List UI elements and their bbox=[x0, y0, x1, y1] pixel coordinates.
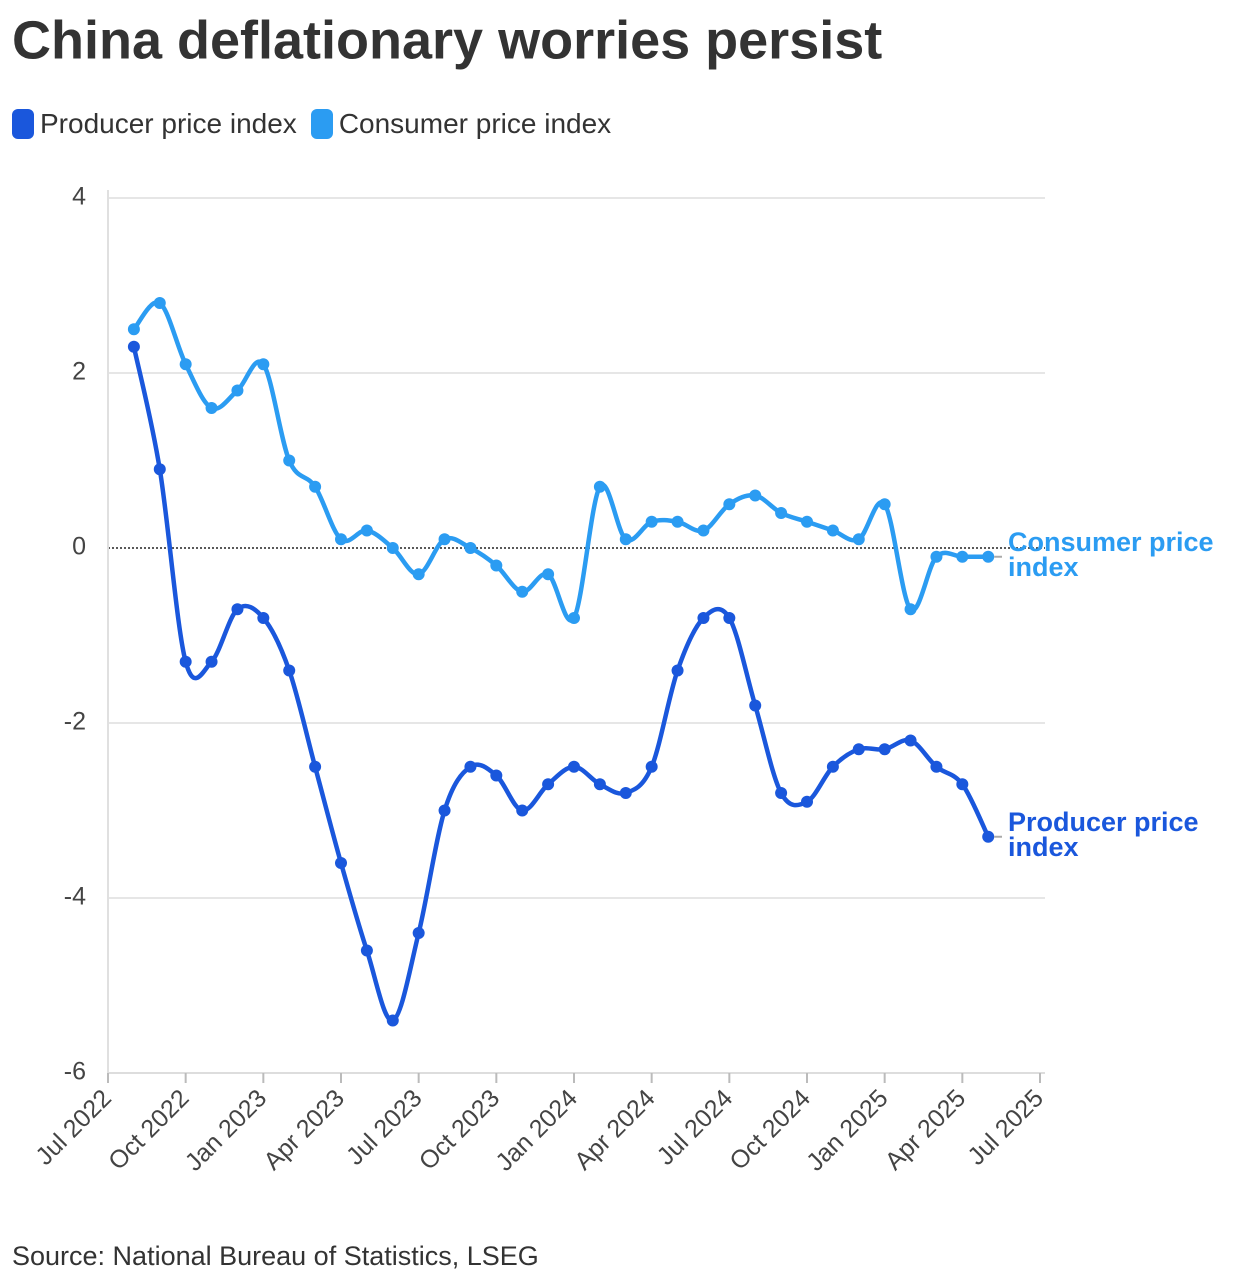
y-tick-label: 0 bbox=[72, 533, 86, 561]
data-point bbox=[826, 760, 839, 773]
data-point bbox=[697, 524, 710, 537]
data-point bbox=[412, 568, 425, 581]
data-point bbox=[801, 515, 813, 528]
data-point bbox=[257, 358, 270, 371]
data-point bbox=[982, 550, 995, 563]
data-point bbox=[878, 498, 891, 511]
data-point bbox=[568, 760, 580, 773]
data-point bbox=[386, 1014, 399, 1027]
data-point bbox=[231, 603, 244, 616]
series-line bbox=[131, 346, 991, 1023]
data-point bbox=[852, 533, 865, 546]
data-point bbox=[127, 340, 140, 353]
data-point bbox=[360, 944, 373, 957]
data-point bbox=[438, 804, 451, 817]
data-point bbox=[542, 778, 555, 791]
data-point bbox=[801, 795, 813, 808]
data-point bbox=[153, 297, 166, 309]
data-point bbox=[904, 603, 917, 616]
series-line bbox=[132, 300, 989, 623]
data-point bbox=[619, 533, 632, 546]
data-point bbox=[179, 358, 192, 371]
data-point bbox=[516, 585, 529, 598]
data-point bbox=[930, 760, 943, 773]
data-point bbox=[438, 533, 451, 546]
data-point bbox=[542, 568, 555, 581]
y-tick-label: 2 bbox=[72, 358, 86, 386]
x-tick-label: Oct 2024 bbox=[724, 1084, 816, 1176]
data-point bbox=[619, 787, 632, 799]
end-label: Consumer price index bbox=[1008, 526, 1214, 582]
data-point bbox=[283, 664, 296, 677]
data-point bbox=[490, 559, 503, 572]
data-point bbox=[335, 857, 347, 869]
end-label: Producer price index bbox=[1008, 806, 1199, 862]
data-point bbox=[852, 743, 865, 756]
legend-swatch bbox=[310, 109, 333, 139]
data-point bbox=[257, 612, 270, 624]
data-point bbox=[568, 612, 580, 624]
y-tick-label: -2 bbox=[64, 708, 86, 736]
data-point bbox=[309, 760, 322, 773]
legend: Producer price index Consumer price index bbox=[12, 108, 611, 140]
x-tick-label: Oct 2022 bbox=[103, 1084, 195, 1176]
data-point bbox=[671, 515, 684, 528]
data-point bbox=[516, 804, 529, 817]
data-point bbox=[775, 787, 788, 799]
data-point bbox=[179, 655, 192, 668]
data-point bbox=[723, 498, 736, 511]
data-point bbox=[645, 760, 658, 773]
data-point bbox=[826, 524, 839, 537]
x-tick-label: Apr 2024 bbox=[569, 1084, 661, 1176]
x-tick-label: Apr 2025 bbox=[880, 1084, 972, 1176]
data-point bbox=[878, 743, 891, 756]
data-point bbox=[723, 612, 736, 624]
data-point bbox=[490, 769, 503, 782]
data-point bbox=[697, 612, 710, 624]
legend-label: Consumer price index bbox=[338, 108, 612, 139]
data-point bbox=[904, 734, 917, 747]
data-point bbox=[749, 489, 762, 502]
legend-item: Producer price index bbox=[12, 108, 297, 140]
data-point bbox=[464, 542, 477, 554]
data-point bbox=[956, 778, 969, 791]
y-tick-label: -6 bbox=[64, 1058, 86, 1086]
data-point bbox=[309, 480, 322, 493]
x-tick-label: Jul 2025 bbox=[962, 1084, 1049, 1171]
data-point bbox=[749, 699, 762, 712]
data-point bbox=[464, 760, 477, 773]
data-point bbox=[593, 778, 606, 791]
x-tick-label: Apr 2023 bbox=[258, 1084, 350, 1176]
x-tick-label: Jan 2024 bbox=[490, 1084, 583, 1177]
data-point bbox=[386, 542, 399, 554]
legend-label: Producer price index bbox=[40, 108, 297, 139]
data-point bbox=[593, 480, 606, 493]
data-point bbox=[153, 463, 166, 476]
legend-item: Consumer price index bbox=[310, 108, 612, 140]
data-point bbox=[671, 664, 684, 677]
data-point bbox=[412, 927, 425, 939]
y-tick-label: -4 bbox=[64, 883, 86, 911]
data-point bbox=[205, 402, 218, 414]
data-point bbox=[335, 533, 347, 546]
data-point bbox=[360, 524, 373, 537]
source: Source: National Bureau of Statistics, L… bbox=[12, 1241, 539, 1271]
data-point bbox=[231, 384, 244, 397]
data-point bbox=[283, 454, 296, 467]
data-point bbox=[982, 830, 995, 843]
data-point bbox=[930, 550, 943, 563]
data-point bbox=[127, 323, 140, 336]
data-point bbox=[775, 507, 788, 519]
x-tick-label: Oct 2023 bbox=[414, 1084, 506, 1176]
y-tick-label: 4 bbox=[72, 183, 86, 211]
data-point bbox=[645, 515, 658, 528]
x-tick-label: Jan 2023 bbox=[180, 1084, 273, 1177]
legend-swatch bbox=[12, 109, 34, 139]
chart-title: China deflationary worries persist bbox=[12, 10, 882, 70]
x-tick-label: Jan 2025 bbox=[801, 1084, 894, 1177]
data-point bbox=[205, 655, 218, 668]
data-point bbox=[956, 550, 969, 563]
